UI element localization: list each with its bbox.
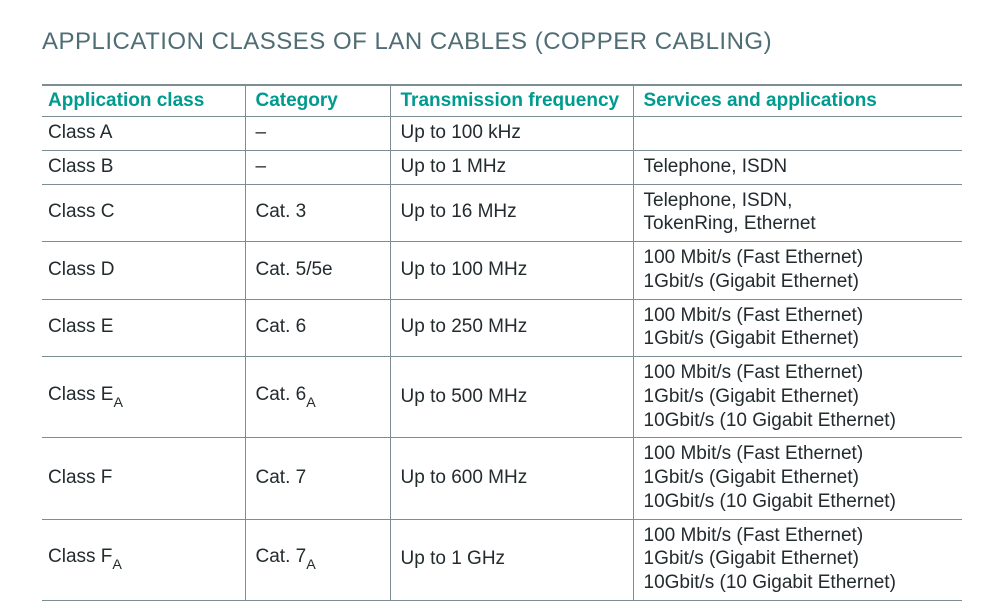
cell-category: Cat. 7 xyxy=(245,438,390,519)
cell-application-class: Class C xyxy=(42,184,245,242)
table-header-row: Application class Category Transmission … xyxy=(42,85,962,117)
page-container: APPLICATION CLASSES OF LAN CABLES (COPPE… xyxy=(0,0,1000,615)
cell-application-class: Class F xyxy=(42,438,245,519)
cell-transmission-frequency: Up to 250 MHz xyxy=(390,299,633,357)
table-row: Class EACat. 6AUp to 500 MHz100 Mbit/s (… xyxy=(42,357,962,438)
cell-services xyxy=(633,117,962,151)
col-header-application-class: Application class xyxy=(42,85,245,117)
cell-category: Cat. 3 xyxy=(245,184,390,242)
cell-category: Cat. 6 xyxy=(245,299,390,357)
cell-category: – xyxy=(245,150,390,184)
cell-application-class: Class E xyxy=(42,299,245,357)
cell-category: Cat. 6A xyxy=(245,357,390,438)
cell-application-class: Class A xyxy=(42,117,245,151)
cell-services: 100 Mbit/s (Fast Ethernet) 1Gbit/s (Giga… xyxy=(633,438,962,519)
table-row: Class A–Up to 100 kHz xyxy=(42,117,962,151)
cell-services: Telephone, ISDN xyxy=(633,150,962,184)
cell-transmission-frequency: Up to 16 MHz xyxy=(390,184,633,242)
cell-category: Cat. 5/5e xyxy=(245,242,390,300)
cell-transmission-frequency: Up to 500 MHz xyxy=(390,357,633,438)
cell-services: Telephone, ISDN, TokenRing, Ethernet xyxy=(633,184,962,242)
table-row: Class FCat. 7Up to 600 MHz100 Mbit/s (Fa… xyxy=(42,438,962,519)
cell-services: 100 Mbit/s (Fast Ethernet) 1Gbit/s (Giga… xyxy=(633,357,962,438)
cell-application-class: Class EA xyxy=(42,357,245,438)
table-row: Class B–Up to 1 MHzTelephone, ISDN xyxy=(42,150,962,184)
table-row: Class CCat. 3Up to 16 MHzTelephone, ISDN… xyxy=(42,184,962,242)
cell-transmission-frequency: Up to 1 MHz xyxy=(390,150,633,184)
lan-classes-table: Application class Category Transmission … xyxy=(42,84,962,601)
page-title: APPLICATION CLASSES OF LAN CABLES (COPPE… xyxy=(42,28,970,56)
cell-services: 100 Mbit/s (Fast Ethernet) 1Gbit/s (Giga… xyxy=(633,299,962,357)
cell-application-class: Class D xyxy=(42,242,245,300)
table-body: Class A–Up to 100 kHzClass B–Up to 1 MHz… xyxy=(42,117,962,601)
col-header-transmission-frequency: Transmission frequency xyxy=(390,85,633,117)
cell-category: – xyxy=(245,117,390,151)
col-header-category: Category xyxy=(245,85,390,117)
table-row: Class ECat. 6Up to 250 MHz100 Mbit/s (Fa… xyxy=(42,299,962,357)
col-header-services: Services and applications xyxy=(633,85,962,117)
cell-application-class: Class FA xyxy=(42,519,245,600)
cell-services: 100 Mbit/s (Fast Ethernet) 1Gbit/s (Giga… xyxy=(633,242,962,300)
cell-transmission-frequency: Up to 600 MHz xyxy=(390,438,633,519)
table-row: Class FACat. 7AUp to 1 GHz100 Mbit/s (Fa… xyxy=(42,519,962,600)
cell-application-class: Class B xyxy=(42,150,245,184)
table-row: Class DCat. 5/5eUp to 100 MHz100 Mbit/s … xyxy=(42,242,962,300)
cell-services: 100 Mbit/s (Fast Ethernet) 1Gbit/s (Giga… xyxy=(633,519,962,600)
cell-category: Cat. 7A xyxy=(245,519,390,600)
cell-transmission-frequency: Up to 1 GHz xyxy=(390,519,633,600)
cell-transmission-frequency: Up to 100 MHz xyxy=(390,242,633,300)
cell-transmission-frequency: Up to 100 kHz xyxy=(390,117,633,151)
